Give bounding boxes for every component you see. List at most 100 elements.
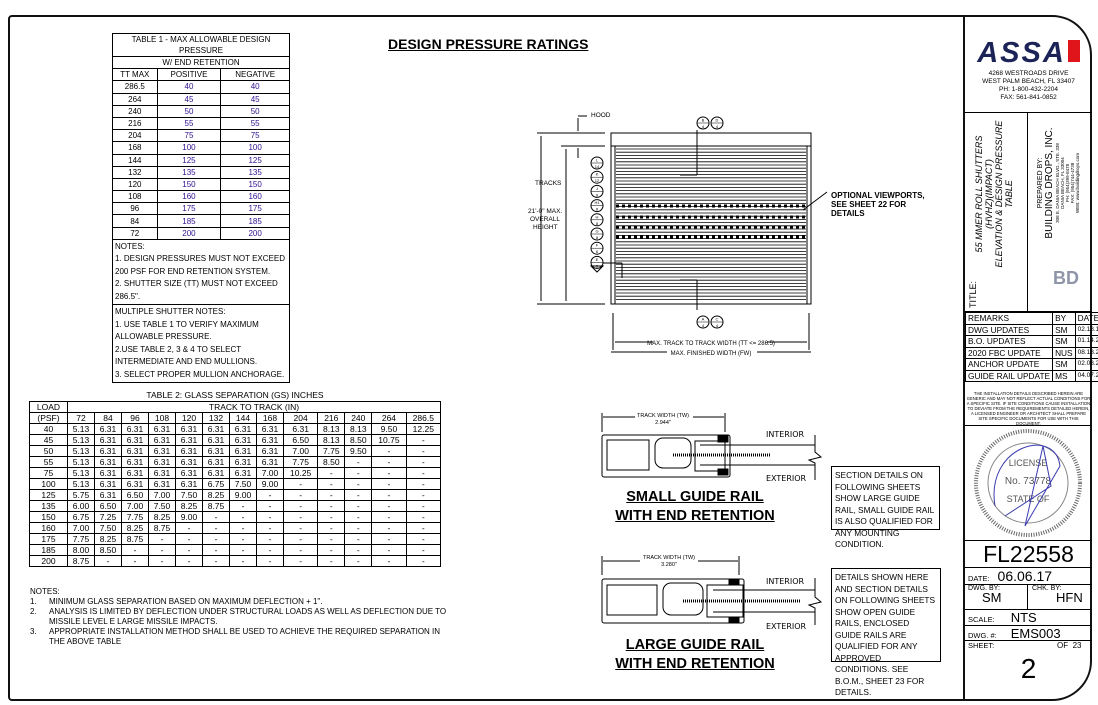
title-section: TITLE: 55 MMER ROLL SHUTTERS (HVHZ)(IMPAC…: [965, 113, 1092, 312]
exterior-label: EXTERIOR: [766, 622, 807, 631]
table-cell: 6.31: [148, 444, 176, 457]
table-cell: -: [148, 532, 176, 545]
section-tag: L14: [590, 156, 604, 170]
table-cell: 6.31: [229, 422, 257, 435]
tag-sheet: 6: [596, 249, 599, 254]
table-cell: 96: [112, 202, 158, 216]
table-cell: 7.00: [282, 444, 319, 457]
table-row: 240 50 50: [112, 104, 290, 118]
table-cell: -: [317, 466, 346, 479]
table-cell: 150: [156, 177, 222, 192]
section-tag: E5: [590, 255, 604, 269]
table-row: 160 7.00 7.50 8.25 8.75- - - - - - - - -: [29, 521, 442, 534]
table-cell: -: [282, 499, 319, 512]
table-cell: 6.31: [121, 422, 149, 435]
table-cell: -: [229, 532, 257, 545]
table-row: 100 5.13 6.31 6.31 6.31 6.31 6.75 7.50 9.00- - - - -: [29, 477, 442, 490]
chk-by-value: HFN: [1056, 590, 1083, 605]
table-cell: 7.00: [148, 488, 176, 501]
column-header: POSITIVE: [156, 68, 222, 82]
of-label: OF: [1057, 641, 1069, 650]
dwg-by-label: DWG. BY:: [968, 585, 1000, 592]
hood-label: HOOD: [591, 112, 611, 119]
column-header: 216: [317, 411, 346, 424]
address-line: WEST PALM BEACH, FL 33407: [982, 78, 1075, 85]
table-cell: 55: [29, 455, 68, 468]
table-cell: 45: [156, 92, 222, 106]
table-cell: 100: [29, 477, 68, 490]
table-cell: 6.75: [67, 510, 95, 523]
tag-letter: G: [595, 229, 598, 234]
viewports-note: SEE SHEET 22 FOR: [831, 200, 906, 209]
table-cell: 6.75: [202, 477, 230, 490]
table-cell: -: [371, 499, 407, 512]
table-cell: 5.13: [67, 422, 95, 435]
table-row: 125 5.75 6.31 6.50 7.00 7.50 8.25 9.00- - - - - -: [29, 488, 442, 501]
large-guide-rail-section: [601, 555, 823, 625]
table-cell: 8.50: [317, 455, 346, 468]
table-cell: 204: [112, 129, 158, 143]
table-cell: 6.31: [229, 444, 257, 457]
table-cell: 8.75: [148, 521, 176, 534]
remarks-cell: SM: [1052, 335, 1076, 348]
table-cell: 6.00: [67, 499, 95, 512]
interior-label: INTERIOR: [766, 430, 805, 439]
table-cell: 8.25: [175, 499, 203, 512]
dwg-number-label: DWG. #:: [968, 631, 997, 640]
remarks-cell: 02.18.19: [1074, 323, 1098, 336]
column-header: 120: [175, 411, 203, 424]
section-tag: A4: [696, 315, 710, 329]
table-cell: -: [344, 499, 373, 512]
table-cell: 200: [29, 554, 68, 567]
tag-letter: E: [596, 257, 599, 262]
table-cell: 6.31: [229, 455, 257, 468]
table-cell: 6.31: [94, 488, 122, 501]
height-label: 21'-0" MAX.: [528, 208, 562, 215]
table-cell: -: [175, 543, 203, 556]
column-header: 264: [371, 411, 407, 424]
table-cell: 9.00: [175, 510, 203, 523]
table-row: 40 5.13 6.31 6.31 6.31 6.31 6.31 6.31 6.31 6.31 8.…: [29, 422, 442, 435]
table-cell: -: [202, 554, 230, 567]
column-header: 240: [344, 411, 373, 424]
note-line: 2. SHUTTER SIZE (TT) MUST NOT EXCEED 286…: [115, 279, 278, 301]
table-cell: -: [175, 521, 203, 534]
note-line: MULTIPLE SHUTTER NOTES:: [115, 307, 226, 317]
tag-sheet: 8: [596, 207, 599, 212]
table-cell: 55: [220, 116, 290, 131]
tag-letter: L: [596, 158, 599, 163]
height-label: HEIGHT: [533, 224, 558, 231]
table-cell: 6.31: [94, 477, 122, 490]
table-cell: 84: [112, 214, 158, 228]
table-cell: 264: [112, 92, 158, 106]
table-cell: -: [317, 554, 346, 567]
note-line: 1. USE TABLE 1 TO VERIFY MAXIMUM ALLOWAB…: [115, 319, 259, 342]
tag-letter: H1: [594, 200, 600, 205]
table-row: 84 185 185: [112, 214, 290, 228]
table-cell: -: [202, 510, 230, 523]
table-cell: 6.31: [148, 422, 176, 435]
building-drops-logo: BD: [1053, 268, 1079, 288]
table-cell: 9.50: [371, 422, 407, 435]
table-cell: -: [371, 466, 407, 479]
sheet-total: 23: [1072, 641, 1082, 650]
tag-sheet: 9: [596, 192, 599, 197]
table-row: 120 150 150: [112, 177, 290, 192]
table-cell: -: [175, 532, 203, 545]
table-cell: -: [256, 532, 284, 545]
table-cell: -: [405, 455, 442, 468]
note-line: 3. SELECT PROPER MULLION ANCHORAGE.: [115, 369, 285, 379]
column-group: W/ END RETENTION: [112, 55, 290, 70]
table-cell: 132: [112, 165, 158, 179]
table-cell: 175: [29, 532, 68, 545]
track-width-value: 2.944": [655, 420, 671, 426]
table-cell: 6.31: [121, 433, 149, 446]
table-row: 135 6.00 6.50 7.00 7.50 8.25 8.75- - - - - - -: [29, 499, 442, 512]
remarks-cell: 2020 FBC UPDATE: [964, 346, 1054, 359]
tag-sheet: 4: [702, 323, 705, 328]
section-tag: J9: [590, 184, 604, 198]
column-header: 204: [282, 411, 319, 424]
